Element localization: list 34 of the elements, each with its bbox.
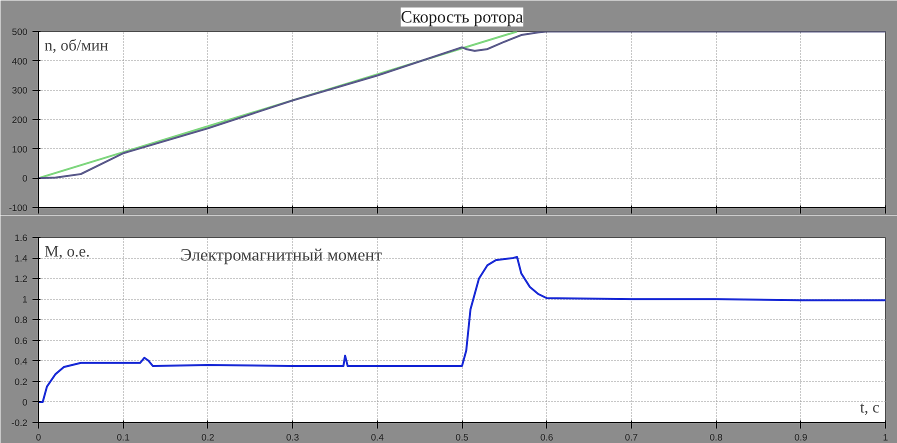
x-tick-label: 0.9 xyxy=(794,432,808,442)
y-tick-label: 0 xyxy=(22,174,28,184)
y-tick-label: 1.6 xyxy=(14,233,28,243)
chart-title: Электромагнитный момент xyxy=(180,246,382,264)
y-tick-label: 0.8 xyxy=(14,315,28,326)
y-tick-label: 0 xyxy=(22,397,28,408)
chart-title: Скорость ротора xyxy=(400,8,524,26)
x-tick-label: 0.7 xyxy=(624,432,638,442)
x-tick-label: 0 xyxy=(36,432,42,442)
y-tick-label: 300 xyxy=(12,86,28,96)
y-axis-title: n, об/мин xyxy=(44,38,109,54)
y-tick-label: 0.2 xyxy=(14,376,28,387)
y-tick-label: 1 xyxy=(22,294,28,305)
x-tick-label: 0.8 xyxy=(710,432,723,442)
y-tick-label: -100 xyxy=(8,203,28,213)
x-tick-label: 0.1 xyxy=(116,432,130,442)
y-tick-label: 500 xyxy=(12,27,28,37)
x-tick-label: 0.3 xyxy=(286,432,300,442)
x-tick-label: 0.2 xyxy=(201,432,214,442)
y-tick-label: -0.2 xyxy=(11,418,28,428)
y-axis-title: M, о.е. xyxy=(44,244,90,260)
y-tick-label: 400 xyxy=(12,56,28,66)
y-tick-label: 0.4 xyxy=(14,356,28,366)
x-tick-label: 0.5 xyxy=(456,432,468,442)
x-tick-label: 1 xyxy=(882,432,888,442)
y-tick-label: 1.2 xyxy=(14,274,28,284)
y-tick-label: 1.4 xyxy=(14,254,28,264)
y-tick-label: 200 xyxy=(12,115,28,125)
line-series xyxy=(38,32,886,180)
x-axis-title: t, c xyxy=(860,400,880,416)
y-tick-label: 0.6 xyxy=(14,336,28,346)
x-tick-label: 0.6 xyxy=(540,432,554,442)
x-tick-label: 0.4 xyxy=(370,432,384,442)
y-tick-label: 100 xyxy=(12,144,28,154)
